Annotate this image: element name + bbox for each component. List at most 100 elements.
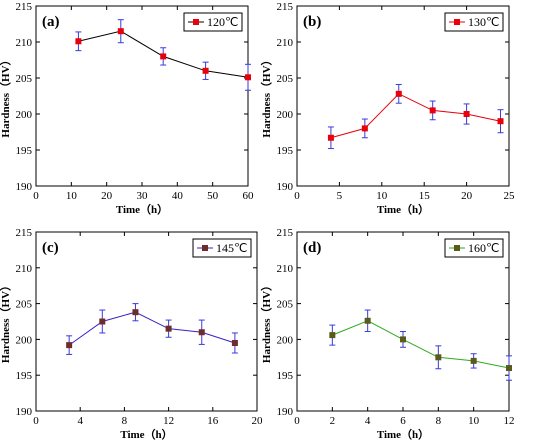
x-tick-label: 4 xyxy=(77,415,83,427)
data-point xyxy=(400,336,406,343)
series-line xyxy=(332,320,510,369)
data-point xyxy=(202,67,209,74)
y-tick-label: 205 xyxy=(277,73,294,85)
y-axis-title: Hardness（HV） xyxy=(0,280,12,363)
data-point xyxy=(132,309,139,316)
legend-box xyxy=(183,12,243,32)
y-tick-label: 190 xyxy=(16,181,33,193)
panel-c: 0 4 8 12 16 20 190 195 200 205 210 215 Time（h） Hardne… xyxy=(0,227,263,441)
legend-marker xyxy=(193,19,199,25)
data-point xyxy=(198,329,205,336)
y-tick-label: 215 xyxy=(16,227,33,239)
y-tick-label: 195 xyxy=(16,145,33,157)
panel-b: 0 5 10 15 20 25 190 195 200 205 210 215 Time（h） Hardn… xyxy=(260,1,515,216)
y-tick-label: 210 xyxy=(16,263,33,275)
x-tick-label: 20 xyxy=(101,190,113,202)
y-tick-label: 210 xyxy=(16,37,33,49)
data-point xyxy=(99,318,106,325)
x-tick-label: 20 xyxy=(252,415,264,427)
data-point xyxy=(75,38,82,45)
x-tick-label: 25 xyxy=(504,190,516,202)
x-tick-label: 40 xyxy=(172,190,184,202)
y-tick-label: 215 xyxy=(277,227,294,239)
x-tick-label: 60 xyxy=(243,190,255,202)
series-line xyxy=(68,311,236,346)
panel-d: 0 2 4 6 8 10 12 190 195 200 205 210 215 Time（h） Hardne… xyxy=(260,227,515,441)
x-tick-label: 50 xyxy=(207,190,219,202)
x-tick-label: 8 xyxy=(436,415,442,427)
data-point xyxy=(329,332,336,339)
data-point xyxy=(165,325,172,332)
x-axis-title: Time（h） xyxy=(116,203,168,216)
data-point xyxy=(361,125,368,132)
x-tick-label: 10 xyxy=(376,190,388,202)
x-tick-label: 0 xyxy=(33,415,39,427)
data-point xyxy=(231,339,238,346)
panel-label: (d) xyxy=(303,240,321,256)
y-tick-label: 215 xyxy=(16,1,33,13)
y-tick-label: 190 xyxy=(277,181,294,193)
plot-frame xyxy=(296,231,510,412)
plot-frame xyxy=(296,5,510,187)
x-tick-label: 15 xyxy=(419,190,431,202)
x-tick-label: 0 xyxy=(294,190,300,202)
data-point xyxy=(395,90,402,97)
x-axis-title: Time（h） xyxy=(377,428,429,441)
y-tick-label: 210 xyxy=(277,263,294,275)
x-tick-label: 6 xyxy=(400,415,406,427)
x-tick-label: 30 xyxy=(137,190,149,202)
legend-box xyxy=(444,238,504,258)
y-tick-label: 205 xyxy=(16,73,33,85)
data-point xyxy=(470,357,477,364)
y-tick-label: 215 xyxy=(277,1,294,13)
y-tick-label: 190 xyxy=(277,406,294,418)
y-tick-label: 200 xyxy=(16,109,33,121)
x-axis-title: Time（h） xyxy=(377,203,429,216)
x-tick-label: 0 xyxy=(33,190,39,202)
y-tick-label: 200 xyxy=(16,334,33,346)
data-point xyxy=(506,365,512,372)
data-point xyxy=(463,111,470,117)
x-tick-label: 20 xyxy=(461,190,473,202)
data-point xyxy=(364,317,371,324)
data-point xyxy=(160,53,167,60)
y-tick-label: 195 xyxy=(277,370,294,382)
legend-box xyxy=(444,12,504,32)
panel-label: (b) xyxy=(303,14,321,30)
y-axis-title: Hardness（HV） xyxy=(260,280,273,363)
y-tick-label: 200 xyxy=(277,109,294,121)
x-tick-label: 12 xyxy=(163,415,174,427)
y-tick-label: 205 xyxy=(277,299,294,311)
y-tick-label: 200 xyxy=(277,334,294,346)
legend-box xyxy=(192,238,252,258)
data-point xyxy=(497,118,504,125)
legend-marker xyxy=(202,245,208,251)
y-tick-label: 205 xyxy=(16,299,33,311)
y-tick-label: 195 xyxy=(277,145,294,157)
data-point xyxy=(66,342,73,349)
x-tick-label: 2 xyxy=(330,415,336,427)
legend-marker xyxy=(454,19,460,25)
x-tick-label: 4 xyxy=(365,415,371,427)
x-tick-label: 16 xyxy=(207,415,219,427)
x-tick-label: 0 xyxy=(294,415,300,427)
data-point xyxy=(117,28,124,35)
legend-label: 145℃ xyxy=(216,241,247,255)
x-tick-label: 10 xyxy=(468,415,480,427)
legend-marker xyxy=(454,245,460,251)
plot-frame xyxy=(35,5,249,187)
data-point xyxy=(245,74,251,81)
x-tick-label: 5 xyxy=(337,190,343,202)
data-point xyxy=(435,354,442,361)
y-tick-label: 190 xyxy=(16,406,33,418)
legend-label: 130℃ xyxy=(468,15,499,29)
x-tick-label: 12 xyxy=(504,415,515,427)
panel-a: 0 10 20 30 40 50 60 190 195 200 205 210 215 Time（h） Ha… xyxy=(0,1,254,216)
panel-label: (a) xyxy=(42,14,60,30)
y-tick-label: 210 xyxy=(277,37,294,49)
series-line xyxy=(330,93,501,139)
data-point xyxy=(327,134,334,141)
legend-label: 120℃ xyxy=(207,15,238,29)
x-axis-title: Time（h） xyxy=(120,428,172,441)
